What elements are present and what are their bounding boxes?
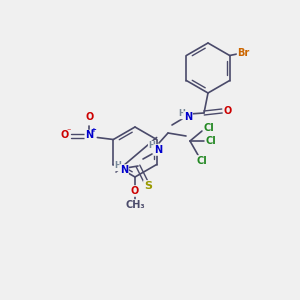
Text: O: O bbox=[224, 106, 232, 116]
Text: H: H bbox=[115, 161, 122, 170]
Text: O: O bbox=[131, 186, 139, 196]
Text: ⁻: ⁻ bbox=[66, 126, 70, 135]
Text: Cl: Cl bbox=[204, 123, 214, 133]
Text: N: N bbox=[184, 112, 192, 122]
Text: S: S bbox=[144, 181, 152, 191]
Text: H: H bbox=[178, 110, 185, 118]
Text: Cl: Cl bbox=[196, 156, 207, 166]
Text: Cl: Cl bbox=[206, 136, 216, 146]
Text: N: N bbox=[120, 165, 128, 175]
Text: H: H bbox=[148, 142, 155, 151]
Text: CH₃: CH₃ bbox=[125, 200, 145, 210]
Text: Br: Br bbox=[238, 49, 250, 58]
Text: O: O bbox=[60, 130, 68, 140]
Text: N: N bbox=[85, 130, 93, 140]
Text: +: + bbox=[90, 128, 96, 134]
Text: O: O bbox=[85, 112, 94, 122]
Text: N: N bbox=[154, 145, 162, 155]
